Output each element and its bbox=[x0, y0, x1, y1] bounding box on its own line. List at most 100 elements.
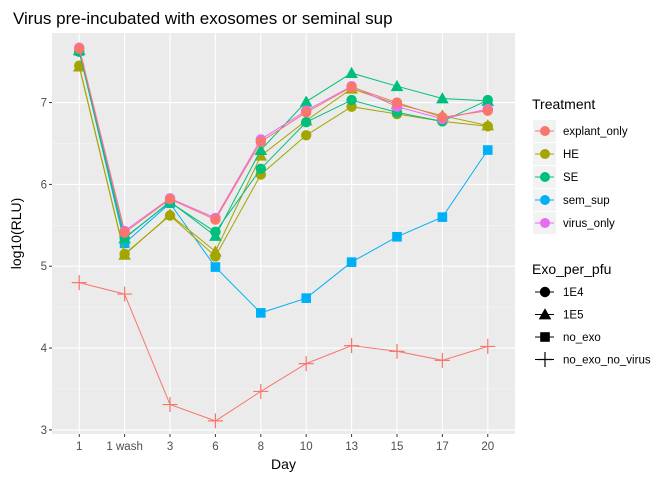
legend-item: SE bbox=[533, 166, 579, 188]
x-tick-label: 17 bbox=[436, 441, 449, 453]
y-tick-label: 3 bbox=[41, 425, 47, 437]
legend-title-treatment: Treatment bbox=[532, 96, 595, 112]
legend-item: 1E4 bbox=[535, 286, 584, 299]
data-point bbox=[118, 248, 131, 260]
legend-label: no_exo bbox=[563, 332, 601, 344]
x-tick-label: 1 wash bbox=[106, 441, 142, 453]
data-point bbox=[71, 275, 87, 291]
chart-title: Virus pre-incubated with exosomes or sem… bbox=[13, 9, 393, 28]
data-point bbox=[392, 231, 402, 242]
data-point bbox=[162, 397, 178, 413]
x-axis-title: Day bbox=[271, 456, 296, 472]
x-tick-label: 13 bbox=[345, 441, 358, 453]
data-point bbox=[481, 119, 495, 131]
legend-label: no_exo_no_virus bbox=[563, 355, 651, 367]
data-point bbox=[210, 214, 221, 225]
data-point bbox=[72, 60, 86, 72]
legend-label: 1E4 bbox=[563, 287, 584, 299]
data-point bbox=[482, 105, 493, 116]
data-point bbox=[437, 112, 448, 123]
data-point bbox=[255, 163, 267, 175]
data-point bbox=[300, 117, 312, 128]
data-point bbox=[299, 95, 313, 107]
data-point bbox=[346, 81, 357, 93]
legend-key-marker bbox=[540, 172, 550, 182]
legend-item: 1E5 bbox=[535, 308, 583, 322]
legend-item: virus_only bbox=[533, 212, 615, 234]
x-tick-label: 1 bbox=[76, 441, 82, 453]
series-explant_only-with-virus bbox=[74, 43, 493, 238]
data-point bbox=[389, 343, 405, 359]
x-tick-label: 6 bbox=[212, 441, 218, 453]
y-tick-label: 7 bbox=[41, 98, 47, 110]
legend: Treatment explant_only HE SE sem_sup virus_on… bbox=[532, 96, 651, 367]
legend-item: explant_only bbox=[533, 120, 628, 142]
legend-label: SE bbox=[563, 172, 579, 184]
legend-key-marker bbox=[540, 149, 550, 159]
data-point bbox=[164, 193, 176, 205]
data-point bbox=[254, 143, 268, 155]
y-axis-title: log10(RLU) bbox=[8, 198, 24, 270]
data-point bbox=[391, 97, 403, 108]
legend-item: sem_sup bbox=[533, 189, 610, 211]
data-point bbox=[346, 257, 357, 267]
legend-label: explant_only bbox=[563, 126, 628, 138]
legend-key-marker bbox=[537, 352, 553, 367]
y-tick-label: 5 bbox=[41, 261, 47, 273]
data-point bbox=[253, 383, 269, 399]
x-tick-label: 10 bbox=[300, 441, 313, 453]
axes: 3 4 5 6 7 1 1 wash 3 6 8 10 13 15 17 20 bbox=[41, 98, 495, 453]
data-point bbox=[345, 66, 358, 79]
legend-key-marker bbox=[540, 332, 550, 342]
data-point bbox=[254, 149, 268, 161]
data-point bbox=[480, 338, 496, 354]
data-point bbox=[298, 356, 314, 372]
x-tick-label: 3 bbox=[167, 441, 173, 453]
data-point bbox=[255, 136, 267, 148]
data-point bbox=[207, 413, 223, 429]
data-point bbox=[256, 308, 266, 318]
x-tick-label: 8 bbox=[258, 441, 264, 453]
legend-label: sem_sup bbox=[563, 195, 610, 207]
legend-label: virus_only bbox=[563, 218, 615, 230]
series-line bbox=[79, 282, 488, 422]
data-point bbox=[436, 92, 449, 104]
x-tick-label: 15 bbox=[391, 441, 404, 453]
data-point bbox=[74, 43, 85, 54]
legend-key-marker bbox=[540, 218, 550, 228]
series-line bbox=[78, 48, 488, 234]
data-point bbox=[119, 227, 130, 238]
series-explant_only bbox=[71, 275, 496, 429]
x-tick-label: 20 bbox=[481, 441, 494, 453]
data-point bbox=[117, 286, 133, 302]
series-line bbox=[78, 50, 488, 240]
data-point bbox=[163, 208, 177, 220]
y-tick-label: 4 bbox=[41, 343, 48, 355]
data-point bbox=[482, 145, 493, 155]
legend-label: 1E5 bbox=[563, 310, 583, 322]
data-point bbox=[481, 94, 495, 106]
legend-key-marker bbox=[538, 308, 552, 320]
data-point bbox=[390, 79, 404, 92]
data-point bbox=[346, 94, 357, 106]
data-point bbox=[300, 130, 312, 141]
legend-key-marker bbox=[539, 286, 551, 298]
series-line bbox=[78, 50, 489, 314]
data-point bbox=[210, 262, 221, 272]
data-point bbox=[209, 229, 222, 241]
legend-key-marker bbox=[540, 195, 550, 205]
data-point bbox=[344, 338, 360, 354]
legend-key-marker bbox=[540, 126, 550, 136]
legend-title-shape: Exo_per_pfu bbox=[532, 261, 611, 277]
data-point bbox=[434, 352, 450, 368]
series bbox=[71, 42, 496, 429]
legend-item: no_exo_no_virus bbox=[535, 352, 651, 367]
data-point bbox=[437, 212, 448, 222]
series-line bbox=[78, 47, 488, 232]
data-point bbox=[209, 245, 222, 257]
y-tick-label: 6 bbox=[41, 179, 47, 191]
legend-item: no_exo bbox=[535, 332, 601, 344]
data-point bbox=[301, 293, 311, 303]
data-point bbox=[300, 107, 312, 118]
